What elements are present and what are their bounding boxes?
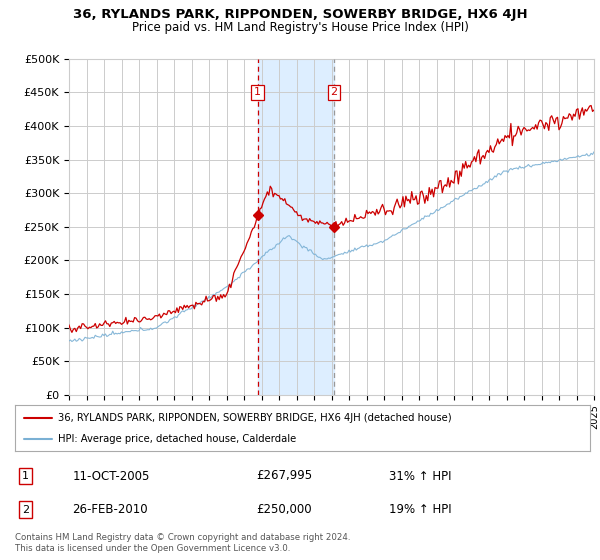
Text: Contains HM Land Registry data © Crown copyright and database right 2024.
This d: Contains HM Land Registry data © Crown c… [15, 533, 350, 553]
Text: £267,995: £267,995 [256, 469, 313, 483]
Text: 2: 2 [331, 87, 338, 97]
Text: 2: 2 [22, 505, 29, 515]
Text: 1: 1 [254, 87, 261, 97]
Text: HPI: Average price, detached house, Calderdale: HPI: Average price, detached house, Cald… [58, 435, 296, 444]
Text: Price paid vs. HM Land Registry's House Price Index (HPI): Price paid vs. HM Land Registry's House … [131, 21, 469, 34]
Bar [257, 59, 334, 395]
Text: 19% ↑ HPI: 19% ↑ HPI [389, 503, 451, 516]
Text: 26-FEB-2010: 26-FEB-2010 [73, 503, 148, 516]
Text: 36, RYLANDS PARK, RIPPONDEN, SOWERBY BRIDGE, HX6 4JH (detached house): 36, RYLANDS PARK, RIPPONDEN, SOWERBY BRI… [58, 413, 452, 423]
Text: 31% ↑ HPI: 31% ↑ HPI [389, 469, 451, 483]
Text: 11-OCT-2005: 11-OCT-2005 [73, 469, 150, 483]
Text: 36, RYLANDS PARK, RIPPONDEN, SOWERBY BRIDGE, HX6 4JH: 36, RYLANDS PARK, RIPPONDEN, SOWERBY BRI… [73, 8, 527, 21]
Text: 1: 1 [22, 471, 29, 481]
Text: £250,000: £250,000 [256, 503, 312, 516]
